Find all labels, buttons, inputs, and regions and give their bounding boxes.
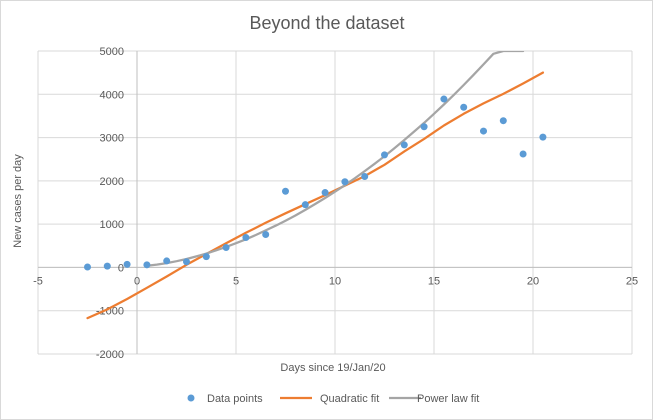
series-layer (84, 51, 547, 320)
x-tick-label: 5 (233, 275, 239, 287)
data-point (480, 127, 487, 135)
quadratic-fit-line (86, 71, 545, 320)
data-point (341, 178, 349, 186)
legend-label-power-law-fit: Power law fit (417, 393, 479, 405)
data-point (282, 187, 289, 195)
y-tick-label: 3000 (100, 133, 124, 145)
x-tick-label: 10 (329, 275, 341, 287)
data-point (519, 150, 527, 158)
data-point (440, 95, 448, 103)
legend: Data points Quadratic fit Power law fit (187, 393, 479, 405)
data-point (103, 262, 111, 270)
y-tick-label: 5000 (100, 46, 124, 58)
data-point (222, 244, 230, 252)
data-point (420, 123, 428, 131)
x-tick-label: -5 (33, 275, 43, 287)
data-point (499, 117, 507, 125)
data-point (84, 263, 91, 271)
y-tick-label: -2000 (96, 349, 124, 361)
data-point (460, 103, 468, 111)
x-axis-title: Days since 19/Jan/20 (280, 362, 385, 374)
x-tick-label: 20 (527, 275, 539, 287)
data-point (123, 260, 131, 268)
y-tick-label: 0 (118, 262, 124, 274)
y-tick-label: -1000 (96, 306, 124, 318)
data-point (301, 201, 309, 209)
gridlines (37, 50, 633, 355)
x-tick-label: 15 (428, 275, 440, 287)
data-point (143, 261, 151, 269)
data-point (202, 253, 210, 261)
data-point (321, 189, 329, 197)
data-point (381, 151, 388, 159)
y-tick-label: 2000 (100, 176, 124, 188)
chart-title: Beyond the dataset (249, 13, 404, 33)
data-point (361, 173, 369, 181)
x-tick-label: 25 (626, 275, 638, 287)
y-tick-label: 4000 (100, 89, 124, 101)
y-tick-label: 1000 (100, 219, 124, 231)
data-point (242, 234, 250, 242)
data-point (539, 133, 547, 141)
axes (38, 51, 632, 354)
x-tick-label: 0 (134, 275, 140, 287)
tick-labels: -2000 -1000 0 1000 2000 3000 4000 5000 -5 0 5 10 15 2… (33, 46, 638, 361)
data-point (400, 141, 408, 149)
data-point (262, 231, 270, 239)
data-point (163, 257, 171, 265)
y-axis-title: New cases per day (12, 154, 24, 248)
legend-marker-data-points (187, 394, 195, 402)
legend-label-data-points: Data points (207, 393, 263, 405)
data-point (183, 258, 190, 266)
legend-label-quadratic-fit: Quadratic fit (320, 393, 379, 405)
power-law-fit-line (145, 51, 525, 267)
